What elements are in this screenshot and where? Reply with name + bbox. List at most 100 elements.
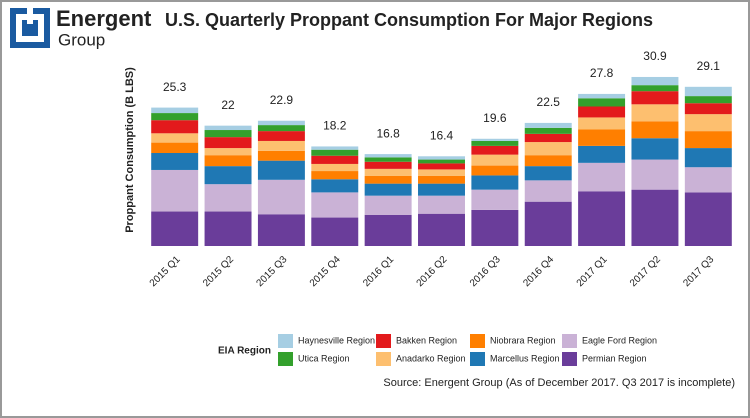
logo-icon: [27, 8, 33, 24]
logo: Energent Group: [10, 6, 152, 49]
legend-label: Anadarko Region: [396, 353, 466, 363]
bar-segment: [524, 155, 572, 167]
bar-segment: [471, 209, 519, 246]
bar-segment: [631, 121, 679, 139]
bar-segment: [578, 117, 626, 130]
bar-segment: [364, 195, 412, 215]
legend-label: Haynesville Region: [298, 335, 375, 345]
legend-swatch: [562, 334, 577, 348]
bar-segment: [471, 165, 519, 176]
bar-segment: [311, 179, 359, 193]
total-label: 19.6: [483, 111, 507, 125]
bar-segment: [684, 103, 732, 115]
bar-segment: [684, 148, 732, 168]
bar-segment: [684, 167, 732, 193]
bar-segment: [257, 160, 305, 180]
bar-segment: [578, 93, 626, 99]
bar-segment: [684, 131, 732, 149]
bar-segment: [204, 211, 252, 246]
bar-segment: [257, 140, 305, 151]
bar-segment: [418, 195, 465, 214]
total-label: 16.8: [376, 126, 400, 140]
bar-segment: [471, 154, 519, 166]
legend-label: Utica Region: [298, 353, 350, 363]
bar-segment: [151, 113, 199, 121]
bar-segment: [204, 166, 252, 185]
bar-segment: [151, 153, 199, 170]
bar-segment: [418, 213, 465, 246]
total-label: 18.2: [323, 119, 347, 133]
bar-segment: [684, 96, 732, 104]
bar-segment: [204, 130, 252, 138]
bar-segment: [204, 184, 252, 212]
legend-swatch: [278, 334, 293, 348]
bar-segment: [257, 214, 305, 246]
bar-segment: [631, 76, 679, 86]
bar-segment: [151, 211, 199, 246]
logo-icon: [22, 20, 38, 36]
bar-segment: [364, 168, 412, 176]
legend-swatch: [376, 352, 391, 366]
bar-segment: [257, 131, 305, 141]
bar-segment: [524, 166, 572, 181]
bar-segment: [364, 183, 412, 196]
bar-segment: [364, 214, 412, 246]
bar-segment: [204, 137, 252, 149]
bar-segment: [578, 191, 626, 246]
legend-label: Marcellus Region: [490, 353, 560, 363]
bar-segment: [418, 169, 465, 176]
bar-segment: [524, 127, 572, 134]
bar-segment: [151, 142, 199, 153]
bar-segment: [684, 192, 732, 246]
bar-segment: [311, 171, 359, 180]
bar-segment: [471, 145, 519, 155]
bar-segment: [151, 120, 199, 134]
bar-segment: [311, 192, 359, 218]
bar-segment: [418, 159, 465, 164]
legend-swatch: [278, 352, 293, 366]
total-label: 22.5: [537, 95, 561, 109]
bar-segment: [631, 159, 679, 190]
bar-segment: [311, 163, 359, 172]
bar-segment: [257, 179, 305, 215]
bar-segment: [257, 125, 305, 132]
bar-segment: [631, 91, 679, 105]
bar-segment: [204, 148, 252, 156]
legend-label: Bakken Region: [396, 335, 457, 345]
bar-segment: [311, 149, 359, 156]
y-axis-label: Proppant Consumption (B LBS): [124, 67, 136, 233]
bar-segment: [364, 157, 412, 162]
bar-segment: [257, 150, 305, 161]
bar-segment: [364, 161, 412, 169]
bar-segment: [524, 142, 572, 156]
logo-text: Group: [58, 30, 105, 49]
bar-segment: [578, 145, 626, 163]
bar-segment: [684, 86, 732, 97]
bar-segment: [631, 189, 679, 246]
total-label: 30.9: [643, 49, 667, 63]
bar-segment: [524, 180, 572, 202]
legend-swatch: [376, 334, 391, 348]
legend-label: Permian Region: [582, 353, 647, 363]
bar-segment: [631, 85, 679, 92]
bar-segment: [364, 154, 412, 158]
legend-label: Eagle Ford Region: [582, 335, 657, 345]
bar-segment: [578, 98, 626, 107]
bar-segment: [631, 138, 679, 160]
legend-label: Niobrara Region: [490, 335, 556, 345]
bar-segment: [311, 155, 359, 164]
total-label: 29.1: [697, 59, 721, 73]
bar-segment: [364, 175, 412, 184]
bar-segment: [418, 163, 465, 170]
bar-segment: [524, 201, 572, 246]
total-label: 16.4: [430, 128, 454, 142]
bar-segment: [524, 133, 572, 143]
bar-segment: [418, 175, 465, 184]
bar-segment: [471, 175, 519, 190]
bar-segment: [418, 156, 465, 160]
bar-segment: [151, 169, 199, 212]
legend-swatch: [470, 352, 485, 366]
logo-text: Energent: [56, 6, 152, 31]
bar-segment: [471, 140, 519, 146]
